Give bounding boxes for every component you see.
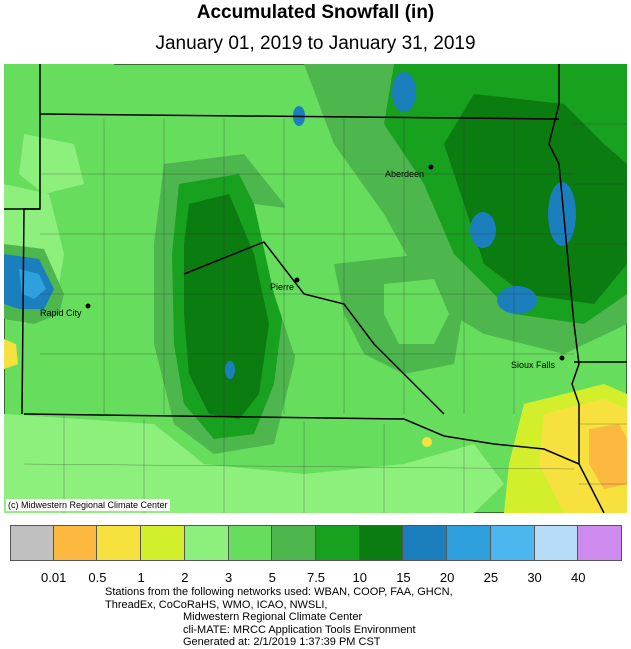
notes-line-2: ThreadEx, CoCoRaHS, WMO, ICAO, NWSLI, xyxy=(105,598,328,611)
legend-swatch xyxy=(53,525,98,561)
legend-swatch xyxy=(184,525,229,561)
legend-frame xyxy=(10,525,622,561)
notes-line-3: Midwestern Regional Climate Center xyxy=(183,611,363,623)
rapid-city-label: Rapid City xyxy=(40,308,82,318)
legend-swatch xyxy=(447,525,491,561)
legend-swatch xyxy=(403,525,448,561)
legend-tick-label: 20 xyxy=(439,570,455,585)
notes-line-1: Stations from the following networks use… xyxy=(105,586,453,598)
legend-swatch xyxy=(272,525,316,561)
legend-tick-label: 2 xyxy=(181,570,189,585)
date-range-subtitle: January 01, 2019 to January 31, 2019 xyxy=(155,33,476,54)
legend-tick-label: 10 xyxy=(352,570,367,585)
legend-swatch xyxy=(359,525,404,561)
legend-tick-label: 0.5 xyxy=(88,570,107,585)
legend-swatch xyxy=(490,525,535,561)
legend-tick-label: 5 xyxy=(268,570,276,585)
legend-tick-label: 30 xyxy=(527,570,542,585)
snowfall-map: Aberdeen Pierre Rapid City Sioux Falls xyxy=(4,64,627,513)
legend-swatch xyxy=(316,525,360,561)
aberdeen-marker xyxy=(428,164,434,170)
legend-tick-label: 1 xyxy=(137,570,145,585)
copyright-label: (c) Midwestern Regional Climate Center xyxy=(6,499,170,511)
legend-tick-label: 0.01 xyxy=(41,570,67,585)
legend-tick-label: 3 xyxy=(224,570,233,585)
legend-tick-label: 40 xyxy=(571,570,586,585)
pierre-label: Pierre xyxy=(270,282,294,292)
rapid-city-marker xyxy=(85,303,91,309)
legend-tick-label: 15 xyxy=(396,570,411,585)
notes-line-4: cli-MATE: MRCC Application Tools Environ… xyxy=(183,623,416,636)
legend-swatch xyxy=(97,525,142,561)
legend-swatch xyxy=(10,525,54,561)
sioux-falls-label: Sioux Falls xyxy=(511,360,556,370)
legend-swatch xyxy=(534,525,579,561)
legend-swatch xyxy=(141,525,185,561)
legend-tick-label: 7.5 xyxy=(306,570,326,585)
map-title: Accumulated Snowfall (in) xyxy=(196,2,435,23)
pierre-marker xyxy=(294,277,300,283)
legend-tick-label: 25 xyxy=(483,570,499,585)
sioux-falls-marker xyxy=(559,355,565,361)
notes-line-5: Generated at: 2/1/2019 1:37:39 PM CST xyxy=(183,636,381,648)
legend-swatch xyxy=(228,525,273,561)
station-notes: Stations from the following networks use… xyxy=(105,586,453,649)
aberdeen-label: Aberdeen xyxy=(385,169,424,179)
